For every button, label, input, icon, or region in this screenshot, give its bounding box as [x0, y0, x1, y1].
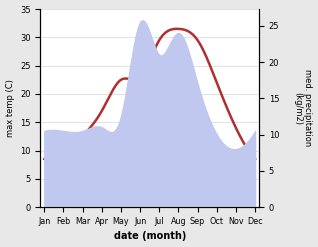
- X-axis label: date (month): date (month): [114, 231, 186, 242]
- Y-axis label: max temp (C): max temp (C): [5, 79, 15, 137]
- Y-axis label: med. precipitation
(kg/m2): med. precipitation (kg/m2): [293, 69, 313, 147]
